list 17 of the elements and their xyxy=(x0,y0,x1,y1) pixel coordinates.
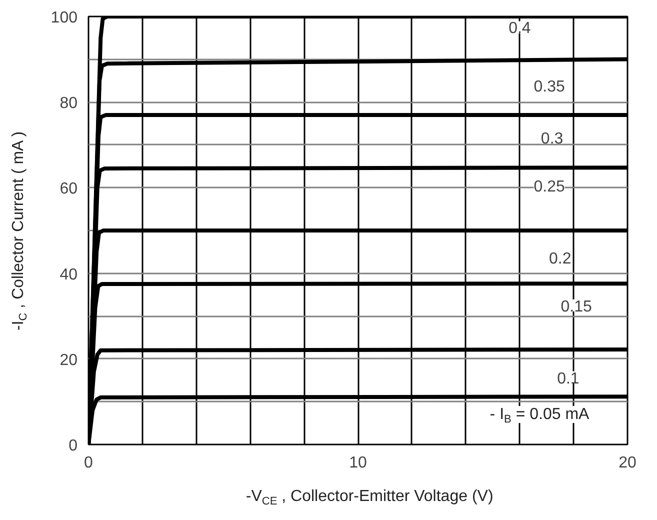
annotation: 0.4 xyxy=(508,20,531,38)
annotation: 0.3 xyxy=(540,130,564,148)
x-tick-label: 10 xyxy=(349,454,367,472)
y-tick-label: 0 xyxy=(68,438,78,454)
y-tick-label: 80 xyxy=(60,95,78,112)
annotation: 0.15 xyxy=(560,298,592,316)
x-tick-label: 0 xyxy=(84,454,94,472)
annotation: 0.25 xyxy=(534,178,566,196)
x-tick-label: 20 xyxy=(618,454,636,472)
y-tick-label: 100 xyxy=(50,10,78,26)
y-tick-label: 60 xyxy=(60,180,78,198)
annotation: 0.2 xyxy=(549,250,572,268)
y-tick-label: 20 xyxy=(60,352,78,369)
y-tick-label: 40 xyxy=(60,266,78,284)
annotation: 0.35 xyxy=(534,78,566,96)
y-axis-title: -IC , Collector Current ( mA ) xyxy=(10,131,30,330)
annotation: 0.1 xyxy=(557,370,580,388)
